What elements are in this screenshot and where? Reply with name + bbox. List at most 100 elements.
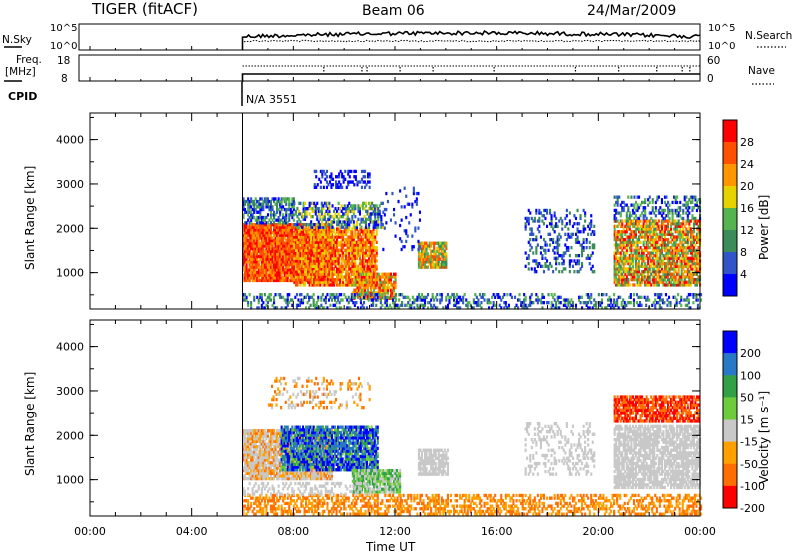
range-cell	[248, 276, 251, 280]
range-cell	[322, 251, 325, 255]
range-cell	[279, 246, 282, 251]
range-cell	[694, 198, 697, 202]
range-cell	[667, 227, 670, 231]
range-cell	[682, 211, 685, 215]
range-cell	[660, 235, 663, 239]
range-cell	[245, 265, 248, 269]
range-cell	[682, 243, 685, 247]
range-cell	[671, 243, 674, 247]
range-cell	[692, 195, 695, 199]
range-cell	[634, 246, 637, 250]
range-cell	[425, 260, 428, 264]
range-cell	[358, 251, 361, 255]
range-cell	[257, 301, 260, 305]
range-cell	[625, 267, 628, 271]
range-cell	[422, 254, 425, 259]
range-cell	[247, 241, 250, 245]
range-cell	[634, 248, 637, 252]
range-cell	[354, 248, 357, 252]
range-cell	[380, 223, 383, 227]
range-cell	[336, 185, 339, 189]
range-cell	[302, 248, 305, 252]
range-cell	[654, 230, 657, 234]
range-cell	[250, 246, 253, 251]
range-cell	[695, 232, 698, 236]
range-cell	[370, 275, 373, 279]
range-cell	[343, 262, 346, 266]
range-cell	[260, 254, 263, 259]
range-cell	[310, 225, 313, 229]
range-cell	[358, 243, 361, 247]
range-cell	[659, 270, 662, 274]
range-cell	[689, 264, 692, 268]
range-cell	[262, 199, 265, 204]
range-cell	[247, 228, 250, 232]
range-cell	[358, 223, 361, 227]
range-cell	[674, 235, 677, 239]
range-cell	[334, 256, 337, 260]
range-cell	[372, 204, 375, 208]
range-cell	[439, 265, 442, 269]
range-cell	[431, 262, 434, 267]
range-cell	[256, 252, 259, 256]
range-cell	[282, 270, 285, 275]
range-cell	[535, 248, 538, 252]
range-cell	[314, 262, 317, 266]
range-cell	[311, 223, 314, 227]
range-cell	[320, 240, 323, 244]
range-cell	[342, 259, 345, 263]
range-cell	[527, 216, 530, 221]
range-cell	[671, 248, 674, 252]
range-cell	[333, 235, 336, 239]
range-cell	[356, 272, 359, 276]
range-cell	[676, 214, 679, 218]
range-cell	[663, 243, 666, 247]
range-cell	[676, 238, 679, 242]
range-cell	[374, 262, 377, 266]
range-cell	[365, 251, 368, 255]
range-cell	[314, 254, 317, 258]
range-cell	[625, 203, 628, 207]
range-cell	[578, 222, 581, 226]
range-cell	[273, 298, 276, 302]
range-cell	[307, 238, 310, 242]
range-cell	[639, 240, 642, 244]
range-cell	[341, 185, 344, 189]
range-cell	[427, 265, 430, 269]
range-cell	[310, 254, 313, 258]
range-cell	[546, 224, 549, 228]
range-cell	[285, 197, 288, 201]
range-cell	[532, 238, 535, 242]
range-cell	[653, 230, 656, 234]
range-cell	[393, 207, 396, 212]
range-cell	[288, 228, 291, 232]
range-cell	[262, 254, 265, 259]
range-cell	[654, 200, 657, 205]
range-cell	[349, 204, 352, 208]
range-cell	[271, 276, 274, 280]
range-cell	[371, 207, 374, 211]
range-cell	[250, 252, 253, 256]
range-cell	[314, 248, 317, 252]
range-cell	[316, 246, 319, 250]
range-cell	[618, 243, 621, 247]
range-cell	[417, 257, 420, 261]
range-cell	[250, 231, 253, 235]
noise-strip-frame	[78, 23, 701, 51]
range-cell	[386, 291, 389, 295]
range-cell	[260, 270, 263, 275]
range-cell	[285, 207, 288, 212]
range-cell	[289, 273, 292, 277]
range-cell	[378, 204, 381, 208]
range-cell	[328, 283, 331, 287]
range-cell	[677, 243, 680, 247]
range-cell	[296, 262, 299, 266]
range-cell	[307, 256, 310, 260]
range-cell	[283, 236, 286, 240]
range-cell	[305, 248, 308, 252]
range-cell	[633, 222, 636, 226]
range-cell	[307, 243, 310, 247]
range-cell	[634, 251, 637, 255]
range-cell	[308, 272, 311, 276]
range-cell	[621, 280, 624, 284]
